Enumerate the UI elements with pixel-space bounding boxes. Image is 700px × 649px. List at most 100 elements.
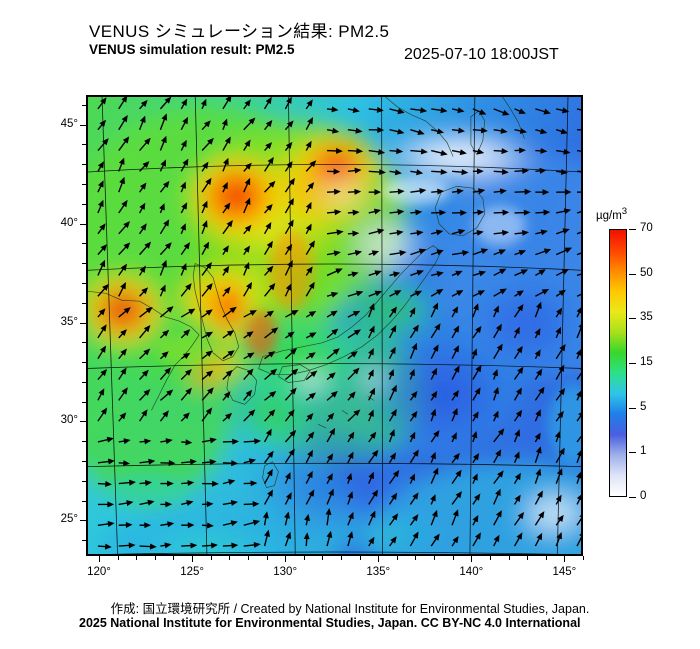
wind-arrow-head (557, 514, 564, 523)
wind-arrow-head (305, 223, 312, 231)
wind-arrow-head (330, 391, 338, 398)
wind-arrow-head (289, 429, 297, 437)
colorbar-tick-label: 35 (640, 311, 653, 324)
wind-arrow (576, 293, 581, 297)
latitude-tick-label: 45° (60, 117, 78, 130)
wind-arrow-head (561, 107, 570, 114)
latitude-minor-tick (82, 282, 86, 284)
wind-arrow (576, 231, 581, 235)
wind-arrow-head (501, 229, 510, 236)
wind-arrow-head (230, 520, 238, 527)
wind-arrow-head (139, 265, 146, 273)
wind-arrow-head (354, 167, 362, 174)
wind-arrow-head (368, 409, 374, 417)
wind-arrow-head (452, 509, 459, 517)
wind-arrow-head (461, 169, 469, 176)
wind-arrow-head (397, 128, 405, 135)
wind-arrow-head (307, 449, 313, 458)
wind-arrow-head (452, 536, 459, 544)
wind-arrow-head (166, 480, 174, 487)
wind-arrow-head (243, 262, 250, 270)
wind-arrow-head (100, 407, 108, 415)
wind-arrow-head (348, 391, 356, 399)
wind-arrow-head (554, 431, 561, 439)
wind-arrow-head (471, 348, 478, 356)
wind-arrow-head (390, 346, 396, 355)
wind-arrow-head (353, 329, 362, 336)
latitude-tick-label: 30° (60, 414, 78, 427)
latitude-minor-tick (82, 540, 86, 542)
wind-arrow-head (147, 499, 155, 506)
wind-arrow-head (430, 451, 436, 460)
wind-arrow-head (497, 470, 504, 478)
wind-arrow-head (265, 119, 273, 128)
wind-arrow-head (433, 430, 440, 438)
wind-arrow-head (250, 480, 258, 487)
wind-arrow-head (472, 473, 478, 481)
latitude-minor-tick (82, 184, 86, 186)
wind-arrow-head (477, 209, 485, 216)
wind-arrow-head (416, 169, 424, 176)
wind-arrow-head (288, 409, 295, 417)
longitude-tick (564, 556, 566, 562)
colorbar-tick-label: 50 (640, 266, 653, 279)
wind-arrow-head (368, 325, 375, 333)
wind-arrow-head (308, 310, 317, 318)
wind-arrow-head (369, 510, 376, 518)
wind-arrow-head (516, 532, 523, 540)
wind-arrow-head (288, 177, 295, 186)
wind-arrow-head (285, 492, 292, 500)
wind-arrow-head (440, 150, 448, 156)
wind-arrow-head (121, 114, 128, 123)
wind-arrow-head (205, 407, 213, 415)
wind-arrow-head (369, 431, 377, 439)
wind-arrow-head (502, 209, 510, 216)
colorbar-gradient (610, 230, 626, 496)
wind-arrow-head (285, 531, 292, 540)
wind-arrow-head (100, 369, 108, 377)
wind-arrow-head (538, 511, 545, 519)
wind-arrow-head (107, 501, 115, 508)
latitude-minor-tick (82, 441, 86, 443)
wind-arrow-head (246, 368, 254, 376)
wind-arrow-head (98, 308, 106, 316)
wind-arrow-head (129, 479, 136, 486)
wind-arrow-head (431, 367, 438, 376)
wind-arrow-head (205, 350, 213, 357)
wind-arrow-head (543, 248, 552, 255)
wind-arrow-head (435, 229, 444, 236)
wind-arrow-head (415, 209, 423, 216)
wind-arrow-head (369, 387, 376, 395)
wind-arrow-head (455, 270, 463, 277)
footer-license: 2025 National Institute for Environmenta… (79, 616, 581, 630)
wind-arrow-head (389, 429, 395, 437)
wind-arrow-head (120, 329, 127, 337)
wind-arrow-head (480, 248, 489, 255)
wind-arrow-head (163, 180, 170, 189)
wind-arrow-head (226, 220, 233, 228)
wind-arrow-head (409, 368, 415, 377)
wind-arrow-head (538, 269, 546, 276)
wind-arrow-head (246, 281, 252, 290)
wind-arrow-head (493, 386, 499, 395)
wind-arrow-head (333, 168, 341, 175)
wind-arrow-head (430, 494, 436, 502)
wind-arrow-head (119, 412, 127, 420)
wind-arrow-head (267, 156, 274, 165)
wind-arrow-head (474, 532, 481, 540)
wind-arrow-head (224, 202, 231, 210)
wind-arrow-head (126, 500, 134, 507)
wind-arrow-head (392, 470, 400, 478)
wind-arrow-head (332, 127, 340, 134)
wind-arrow-head (291, 368, 299, 376)
wind-arrow-head (160, 284, 166, 292)
wind-arrow-head (514, 472, 521, 481)
wind-arrow-head (558, 447, 565, 455)
wind-arrow-head (520, 269, 529, 275)
wind-arrow-head (354, 188, 362, 195)
wind-arrow-head (203, 120, 211, 128)
wind-arrow (576, 129, 581, 131)
wind-arrow-head (144, 241, 152, 249)
wind-arrow-head (266, 265, 274, 273)
latitude-minor-tick (82, 243, 86, 245)
